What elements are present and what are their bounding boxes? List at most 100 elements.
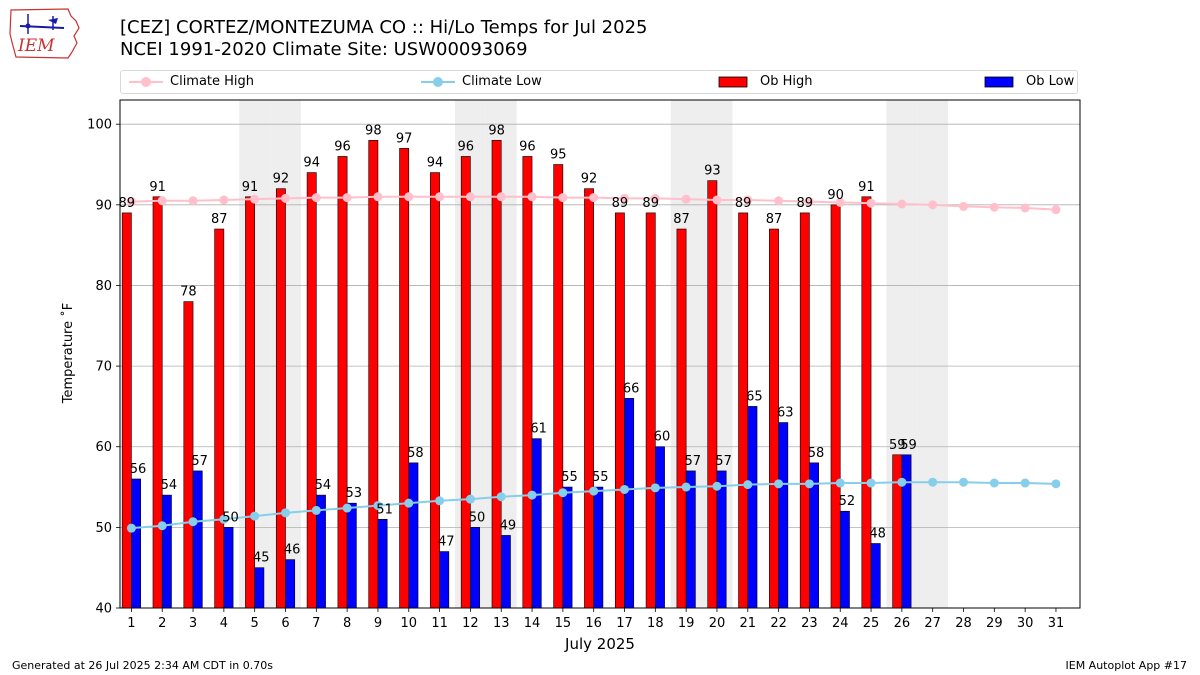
ob-low-bar: [655, 446, 665, 609]
ob-high-bar: [861, 196, 872, 609]
x-tick-label: 16: [585, 616, 602, 631]
ob-low-data-label: 54: [315, 478, 332, 493]
climate-low-point: [157, 521, 167, 531]
chart-subtitle: NCEI 1991-2020 Climate Site: USW00093069: [120, 39, 528, 60]
ob-high-bar: [152, 196, 163, 609]
ob-low-data-label: 50: [222, 510, 239, 525]
climate-high-point: [620, 193, 630, 203]
ob-low-data-label: 59: [900, 438, 917, 453]
ob-low-bar: [377, 519, 388, 609]
y-tick-label: 40: [95, 602, 112, 617]
x-tick-label: 7: [312, 616, 320, 631]
ob-high-data-label: 87: [673, 212, 690, 227]
climate-low-point: [589, 486, 599, 496]
legend-label: Ob High: [760, 74, 813, 89]
climate-low-point: [465, 494, 475, 504]
ob-high-data-label: 91: [149, 180, 166, 195]
ob-low-data-label: 51: [376, 502, 393, 517]
ob-high-bar: [830, 204, 841, 609]
climate-low-point: [527, 490, 537, 500]
y-tick-label: 100: [87, 118, 112, 133]
x-tick-label: 17: [616, 616, 633, 631]
ob-low-bar: [470, 527, 480, 609]
ob-high-bar: [645, 212, 656, 609]
x-tick-label: 29: [986, 616, 1003, 631]
ob-low-bar: [624, 398, 635, 609]
ob-low-bar: [593, 486, 604, 609]
climate-low-point: [250, 511, 260, 521]
svg-text:IEM: IEM: [17, 36, 55, 56]
climate-high-point: [188, 196, 198, 206]
climate-low-point: [897, 477, 907, 487]
legend-ob-low-swatch-icon: [984, 76, 1014, 88]
x-tick-label: 13: [493, 616, 510, 631]
ob-high-data-label: 89: [642, 196, 659, 211]
climate-high-point: [281, 193, 291, 203]
app-label: IEM Autoplot App #17: [1065, 659, 1188, 672]
ob-high-bar: [522, 156, 533, 609]
climate-high-point: [558, 193, 568, 203]
legend-climate-low-marker-icon: [421, 77, 455, 87]
climate-high-point: [989, 202, 999, 212]
ob-low-data-label: 50: [469, 510, 486, 525]
ob-low-data-label: 66: [623, 381, 640, 396]
chart-title: [CEZ] CORTEZ/MONTEZUMA CO :: Hi/Lo Temps…: [120, 17, 648, 38]
iem-logo: IEM: [9, 8, 80, 59]
ob-high-data-label: 96: [334, 139, 351, 154]
x-tick-label: 18: [647, 616, 664, 631]
ob-high-bar: [584, 188, 594, 609]
ob-high-bar: [799, 212, 810, 609]
x-tick-label: 1: [127, 616, 135, 631]
climate-low-point: [774, 479, 784, 489]
ob-low-bar: [901, 454, 912, 609]
climate-low-point: [712, 481, 722, 491]
climate-low-point: [188, 517, 198, 527]
plot-frame: [119, 99, 1081, 609]
climate-low-point: [804, 479, 814, 489]
climate-high-point: [219, 195, 229, 205]
climate-low-point: [219, 514, 229, 524]
y-tick-label: 70: [95, 360, 112, 375]
ob-high-data-label: 59: [889, 438, 906, 453]
ob-low-data-label: 63: [777, 406, 794, 421]
climate-high-point: [866, 198, 876, 208]
ob-high-bar: [892, 454, 903, 609]
ob-low-bar: [408, 462, 419, 609]
ob-low-data-label: 46: [284, 543, 301, 558]
ob-high-data-label: 93: [704, 164, 721, 179]
x-tick-label: 28: [955, 616, 972, 631]
climate-low-point: [435, 496, 445, 506]
x-tick-label: 27: [924, 616, 941, 631]
legend-climate-high-marker-icon: [129, 77, 163, 87]
climate-low-point: [681, 482, 691, 492]
ob-low-bar: [161, 494, 172, 609]
ob-low-bar: [870, 543, 881, 609]
climate-high-point: [681, 194, 691, 204]
ob-high-bar: [614, 212, 625, 609]
ob-low-bar: [562, 486, 573, 609]
climate-high-point: [897, 199, 907, 209]
ob-high-bar: [738, 212, 749, 609]
climate-high-point: [835, 197, 845, 207]
ob-high-data-label: 89: [797, 196, 814, 211]
climate-high-point: [589, 193, 599, 203]
climate-high-point: [126, 197, 136, 207]
x-tick-label: 10: [401, 616, 418, 631]
climate-high-point: [928, 200, 938, 210]
ob-high-bar: [245, 196, 255, 609]
x-tick-label: 25: [863, 616, 880, 631]
ob-low-bar: [716, 470, 727, 609]
x-tick-label: 8: [343, 616, 351, 631]
ob-high-bar: [553, 164, 564, 609]
ob-low-data-label: 45: [253, 551, 270, 566]
ob-low-bar: [254, 567, 265, 609]
ob-high-data-label: 87: [211, 212, 228, 227]
legend-label: Climate High: [170, 74, 255, 89]
climate-high-point: [342, 193, 352, 203]
ob-low-bar: [778, 422, 789, 609]
x-tick-label: 22: [770, 616, 787, 631]
ob-high-bar: [121, 212, 132, 609]
ob-low-bar: [685, 470, 696, 609]
weekend-shade: [917, 100, 949, 608]
